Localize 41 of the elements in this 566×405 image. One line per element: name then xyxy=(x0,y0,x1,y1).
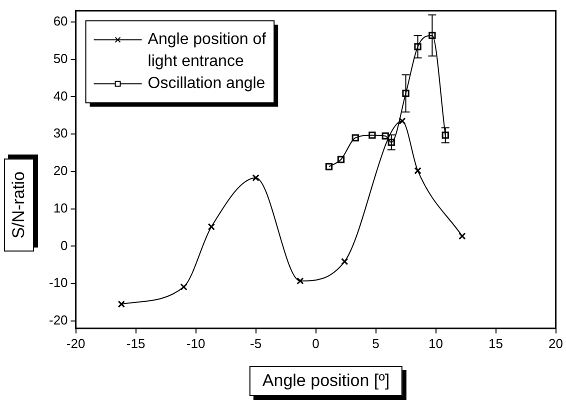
y-axis-title: S/N-ratio xyxy=(4,158,34,252)
x-tick-label: 5 xyxy=(372,336,380,351)
y-tick-label: 60 xyxy=(53,14,68,29)
point xyxy=(388,138,395,146)
point xyxy=(442,132,449,139)
point xyxy=(352,134,359,142)
point xyxy=(118,300,125,308)
y-tick-label: 30 xyxy=(53,126,68,141)
x-tick-label: -10 xyxy=(186,336,206,351)
x-tick-label: 0 xyxy=(312,336,320,351)
point xyxy=(382,132,389,140)
x-axis-title: Angle position [º] xyxy=(249,366,403,396)
point xyxy=(414,167,422,174)
point xyxy=(208,223,215,230)
y-tick-label: -20 xyxy=(48,312,68,328)
point xyxy=(368,132,376,139)
y-tick-label: 40 xyxy=(53,88,68,104)
legend-label: Angle position of light entrance xyxy=(148,31,267,70)
y-tick-label: 20 xyxy=(53,163,68,178)
x-tick-label: 20 xyxy=(548,336,564,351)
x-tick-label: 15 xyxy=(488,336,504,351)
point xyxy=(402,90,410,97)
y-tick-label: 0 xyxy=(60,238,68,253)
point xyxy=(296,277,304,285)
point xyxy=(325,163,333,170)
point xyxy=(398,117,406,125)
point xyxy=(341,258,348,266)
x-tick-label: -15 xyxy=(126,336,146,351)
point xyxy=(252,174,260,182)
y-tick-label: 10 xyxy=(53,200,68,216)
y-tick-label: 50 xyxy=(53,50,68,66)
x-tick-label: -20 xyxy=(66,336,86,351)
point xyxy=(414,43,422,50)
point xyxy=(180,283,188,291)
x-tick-label: -5 xyxy=(250,336,262,351)
y-tick-label: -10 xyxy=(48,275,68,290)
point xyxy=(428,32,436,40)
point xyxy=(337,156,345,164)
x-tick-label: 10 xyxy=(428,336,444,351)
point xyxy=(458,232,466,240)
legend-label: Oscillation angle xyxy=(148,75,266,92)
